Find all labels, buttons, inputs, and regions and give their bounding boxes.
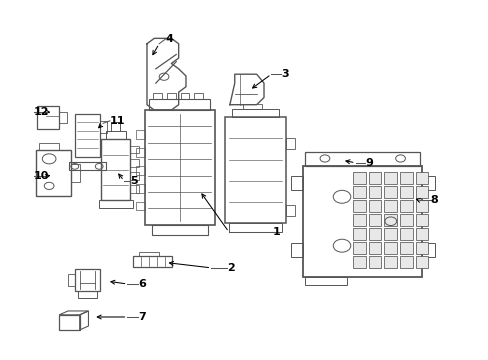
Bar bbox=[384, 214, 396, 226]
Text: 2: 2 bbox=[227, 263, 235, 273]
Bar bbox=[224, 117, 285, 223]
Bar bbox=[415, 186, 427, 198]
Bar bbox=[136, 202, 144, 211]
Bar bbox=[36, 149, 71, 196]
Bar bbox=[153, 93, 162, 99]
Bar bbox=[368, 242, 381, 254]
Bar bbox=[290, 176, 303, 190]
Text: 12: 12 bbox=[34, 107, 49, 117]
Text: 1: 1 bbox=[272, 227, 280, 237]
Bar bbox=[152, 225, 207, 235]
Bar bbox=[133, 256, 172, 267]
Bar bbox=[290, 243, 303, 257]
Text: 11: 11 bbox=[110, 116, 125, 126]
Text: 7: 7 bbox=[138, 312, 145, 322]
Bar bbox=[352, 186, 365, 198]
Text: 3: 3 bbox=[281, 69, 288, 79]
Bar bbox=[136, 148, 144, 157]
Bar bbox=[415, 200, 427, 212]
Bar bbox=[415, 214, 427, 226]
Bar bbox=[352, 172, 365, 184]
Bar bbox=[139, 252, 158, 256]
Bar bbox=[78, 291, 97, 298]
Bar bbox=[149, 99, 210, 110]
Bar bbox=[305, 277, 346, 285]
Bar bbox=[285, 138, 294, 149]
Bar bbox=[232, 109, 278, 117]
Bar bbox=[384, 186, 396, 198]
Bar bbox=[194, 93, 203, 99]
Bar bbox=[136, 166, 144, 175]
Bar bbox=[99, 200, 133, 208]
Bar bbox=[399, 186, 412, 198]
Bar bbox=[384, 242, 396, 254]
Bar bbox=[59, 112, 66, 123]
Bar bbox=[75, 269, 100, 291]
Bar bbox=[180, 93, 189, 99]
Bar bbox=[285, 205, 294, 216]
Bar bbox=[399, 242, 412, 254]
Bar bbox=[352, 228, 365, 240]
Text: 8: 8 bbox=[430, 195, 438, 206]
Bar bbox=[136, 184, 144, 193]
Bar bbox=[415, 228, 427, 240]
Text: 9: 9 bbox=[365, 158, 372, 168]
Bar bbox=[68, 274, 75, 285]
Bar bbox=[384, 200, 396, 212]
Bar bbox=[130, 145, 139, 153]
Bar bbox=[144, 110, 215, 225]
Bar bbox=[368, 186, 381, 198]
Bar bbox=[352, 256, 365, 268]
Bar bbox=[100, 121, 107, 133]
Bar bbox=[368, 214, 381, 226]
Bar bbox=[305, 152, 419, 166]
Bar bbox=[399, 172, 412, 184]
Bar bbox=[130, 185, 139, 193]
Bar bbox=[303, 166, 422, 277]
Bar bbox=[75, 114, 100, 157]
Bar bbox=[228, 223, 282, 232]
Bar bbox=[368, 228, 381, 240]
Bar bbox=[368, 200, 381, 212]
Bar bbox=[166, 93, 175, 99]
Bar bbox=[352, 214, 365, 226]
Bar bbox=[352, 200, 365, 212]
Bar bbox=[399, 200, 412, 212]
Text: 4: 4 bbox=[165, 34, 173, 44]
Bar bbox=[136, 130, 144, 139]
Bar bbox=[384, 228, 396, 240]
Bar bbox=[415, 172, 427, 184]
Bar bbox=[399, 228, 412, 240]
Bar bbox=[368, 256, 381, 268]
Text: 6: 6 bbox=[138, 279, 146, 289]
Bar bbox=[422, 176, 434, 190]
Bar bbox=[415, 242, 427, 254]
Bar bbox=[106, 131, 125, 139]
Bar bbox=[71, 163, 80, 182]
Bar bbox=[69, 162, 106, 170]
Bar bbox=[39, 143, 59, 149]
Bar bbox=[384, 172, 396, 184]
Bar bbox=[37, 106, 59, 129]
Bar bbox=[422, 243, 434, 257]
Bar bbox=[130, 159, 139, 167]
Bar bbox=[399, 256, 412, 268]
Bar bbox=[130, 172, 139, 180]
Bar bbox=[352, 242, 365, 254]
Bar bbox=[415, 256, 427, 268]
Bar bbox=[368, 172, 381, 184]
Bar bbox=[243, 104, 261, 109]
Bar bbox=[384, 256, 396, 268]
Bar bbox=[101, 139, 130, 200]
Bar bbox=[399, 214, 412, 226]
Text: 10: 10 bbox=[34, 171, 49, 181]
Text: 5: 5 bbox=[130, 176, 137, 186]
Bar bbox=[59, 315, 80, 330]
